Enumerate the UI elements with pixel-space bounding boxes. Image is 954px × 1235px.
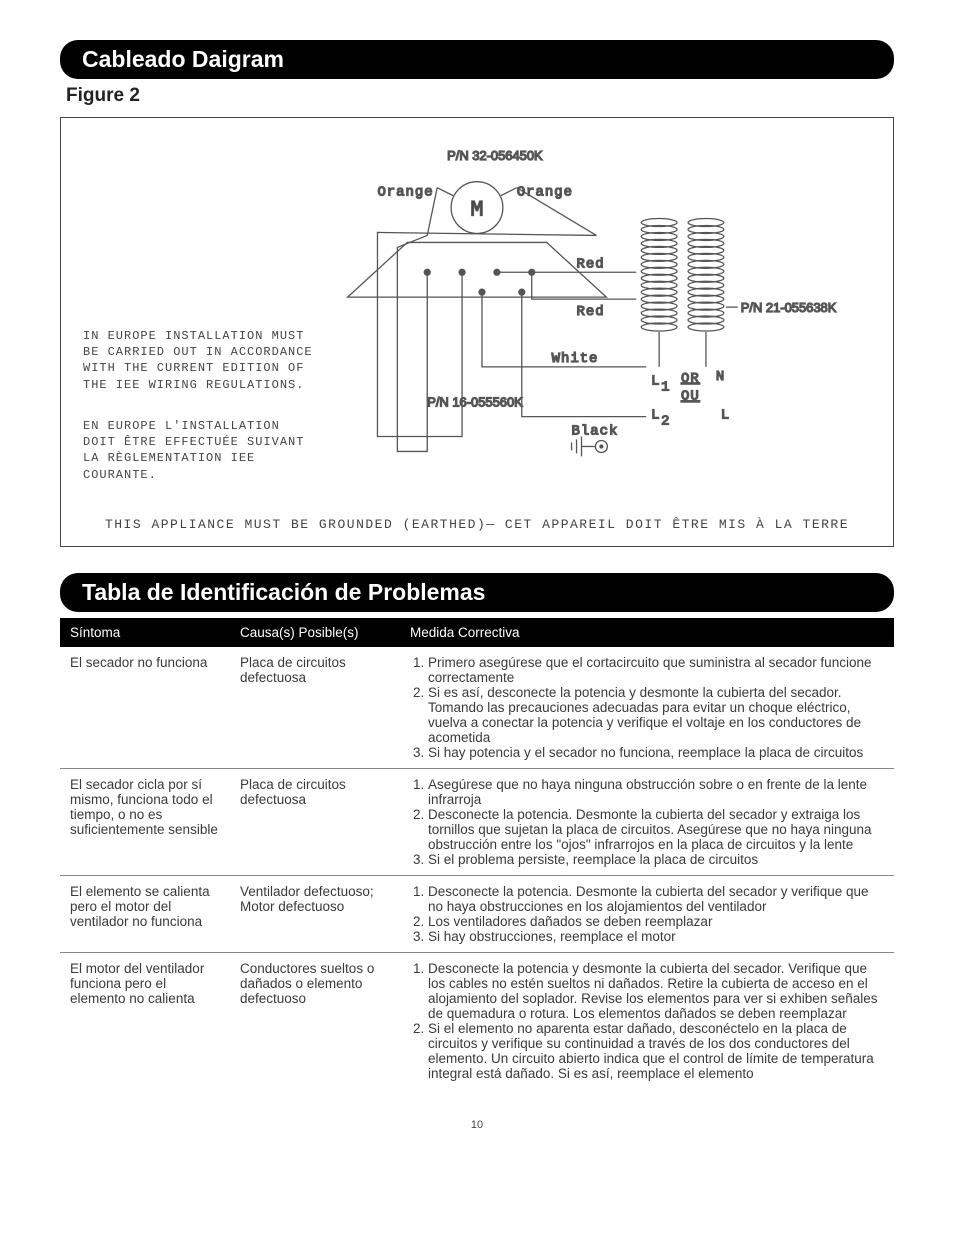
cell-cause: Conductores sueltos o dañados o elemento…: [230, 953, 400, 1090]
fix-item: Desconecte la potencia. Desmonte la cubi…: [428, 807, 884, 852]
fix-item: Si el problema persiste, reemplace la pl…: [428, 852, 884, 867]
fix-item: Desconecte la potencia. Desmonte la cubi…: [428, 884, 884, 914]
wiring-diagram: IN EUROPE INSTALLATION MUST BE CARRIED O…: [60, 117, 894, 547]
cell-symptom: El elemento se calienta pero el motor de…: [60, 876, 230, 953]
fix-item: Si hay potencia y el secador no funciona…: [428, 745, 884, 760]
fix-item: Primero asegúrese que el cortacircuito q…: [428, 655, 884, 685]
svg-text:1: 1: [661, 380, 670, 396]
th-fix: Medida Correctiva: [400, 618, 894, 647]
ground-text: THIS APPLIANCE MUST BE GROUNDED (EARTHED…: [61, 517, 893, 532]
svg-text:OR: OR: [681, 371, 700, 387]
cell-cause: Placa de circuitos defectuosa: [230, 647, 400, 769]
wiring-svg: M P/N 32-056450K Orange Orange: [61, 118, 893, 546]
table-row: El elemento se calienta pero el motor de…: [60, 876, 894, 953]
svg-text:P/N 21-055638K: P/N 21-055638K: [741, 300, 837, 315]
svg-text:Red: Red: [577, 256, 605, 272]
svg-text:Red: Red: [577, 304, 605, 320]
svg-text:M: M: [470, 198, 483, 223]
section-header-trouble: Tabla de Identificación de Problemas: [60, 573, 894, 612]
fix-item: Los ventiladores dañados se deben reempl…: [428, 914, 884, 929]
cell-fix: Asegúrese que no haya ninguna obstrucció…: [400, 769, 894, 876]
cell-symptom: El motor del ventilador funciona pero el…: [60, 953, 230, 1090]
figure-label: Figure 2: [66, 85, 894, 107]
page-number: 10: [60, 1119, 894, 1131]
th-symptom: Síntoma: [60, 618, 230, 647]
cell-fix: Primero asegúrese que el cortacircuito q…: [400, 647, 894, 769]
cell-cause: Placa de circuitos defectuosa: [230, 769, 400, 876]
fix-item: Asegúrese que no haya ninguna obstrucció…: [428, 777, 884, 807]
svg-text:OU: OU: [681, 389, 700, 405]
cell-symptom: El secador cicla por sí mismo, funciona …: [60, 769, 230, 876]
table-row: El secador no funcionaPlaca de circuitos…: [60, 647, 894, 769]
cell-fix: Desconecte la potencia y desmonte la cub…: [400, 953, 894, 1090]
svg-text:L: L: [651, 408, 660, 424]
svg-text:L: L: [651, 374, 660, 390]
cell-cause: Ventilador defectuoso; Motor defectuoso: [230, 876, 400, 953]
cell-symptom: El secador no funciona: [60, 647, 230, 769]
svg-text:N: N: [716, 369, 725, 385]
table-row: El motor del ventilador funciona pero el…: [60, 953, 894, 1090]
svg-text:Orange: Orange: [377, 185, 433, 201]
table-row: El secador cicla por sí mismo, funciona …: [60, 769, 894, 876]
svg-text:P/N 32-056450K: P/N 32-056450K: [447, 148, 543, 163]
svg-text:Black: Black: [572, 424, 619, 440]
troubleshooting-table: Síntoma Causa(s) Posible(s) Medida Corre…: [60, 618, 894, 1089]
svg-text:P/N 16-055560K: P/N 16-055560K: [427, 395, 523, 410]
fix-item: Si es así, desconecte la potencia y desm…: [428, 685, 884, 745]
svg-text:White: White: [552, 351, 599, 367]
th-cause: Causa(s) Posible(s): [230, 618, 400, 647]
cell-fix: Desconecte la potencia. Desmonte la cubi…: [400, 876, 894, 953]
svg-text:2: 2: [661, 414, 670, 430]
fix-item: Si hay obstrucciones, reemplace el motor: [428, 929, 884, 944]
svg-text:L: L: [721, 408, 730, 424]
fix-item: Desconecte la potencia y desmonte la cub…: [428, 961, 884, 1021]
fix-item: Si el elemento no aparenta estar dañado,…: [428, 1021, 884, 1081]
section-header-wiring: Cableado Daigram: [60, 40, 894, 79]
